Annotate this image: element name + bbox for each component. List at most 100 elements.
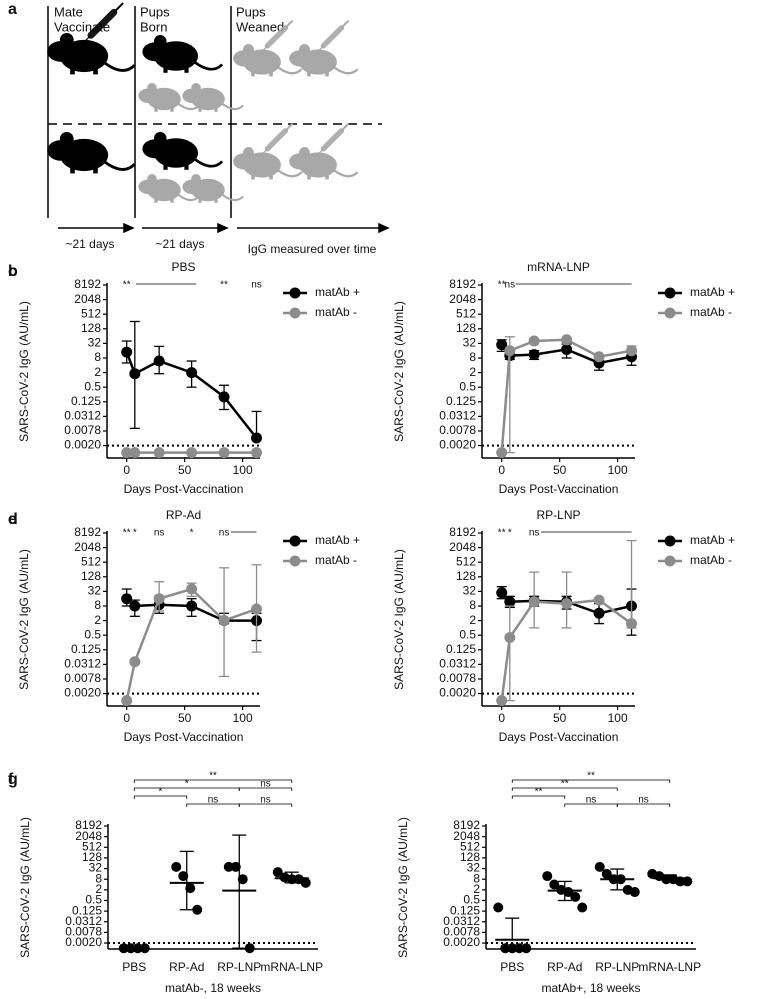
x-tick-label: mRNA-LNP <box>260 960 323 974</box>
syringe-barrel <box>87 8 118 39</box>
y-tick-label: 8192 <box>74 277 101 291</box>
data-point <box>121 695 133 707</box>
significance-label: ** <box>535 787 543 798</box>
x-tick-label: 50 <box>178 463 192 477</box>
y-tick-label: 2048 <box>453 829 480 843</box>
data-point <box>153 355 165 367</box>
data-point <box>496 695 508 707</box>
mouse-ear <box>153 35 167 48</box>
x-tick-label: mRNA-LNP <box>638 960 701 974</box>
significance-bracket <box>238 787 293 791</box>
y-tick-label: 512 <box>81 306 101 320</box>
legend-marker <box>664 535 676 547</box>
y-tick-label: 0.0312 <box>443 914 480 928</box>
data-point <box>272 867 283 878</box>
x-tick-label: 50 <box>553 463 567 477</box>
data-point <box>186 583 198 595</box>
y-tick-label: 0.0078 <box>65 925 102 939</box>
significance-label: ns <box>586 795 597 806</box>
chart-title: RP-Ad <box>166 508 201 522</box>
legend-label: matAb - <box>315 305 357 319</box>
y-tick-label: 2048 <box>449 540 476 554</box>
mouse-ear <box>147 83 157 93</box>
syringe-needle <box>259 45 268 54</box>
y-tick-label: 2048 <box>74 540 101 554</box>
mouse-tail <box>333 169 359 178</box>
syringe-plunger <box>284 19 294 29</box>
data-point <box>118 943 129 954</box>
mouse-leg <box>163 163 168 170</box>
significance-bracket <box>511 795 566 799</box>
y-tick-label: 0.0020 <box>443 935 480 949</box>
significance-label: ** <box>498 280 506 291</box>
x-tick-label: RP-Ad <box>169 960 204 974</box>
x-tick-label: RP-Ad <box>547 960 582 974</box>
significance-label: ** <box>123 280 131 291</box>
panel-letter: b <box>8 263 18 280</box>
significance-label: * <box>190 528 194 539</box>
y-axis-label: SARS-CoV-2 IgG (AU/mL) <box>17 549 31 690</box>
data-point <box>223 861 234 872</box>
y-tick-label: 128 <box>81 569 101 583</box>
mouse-leg <box>170 107 174 112</box>
y-axis-label: SARS-CoV-2 IgG (AU/mL) <box>392 301 406 442</box>
data-point <box>549 879 560 890</box>
x-axis-label: Days Post-Vaccination <box>124 730 244 744</box>
mouse-ear <box>59 132 74 146</box>
mouse-leg <box>198 198 202 203</box>
y-tick-label: 2048 <box>449 292 476 306</box>
significance-label: ns <box>154 528 165 539</box>
x-tick-label: 100 <box>608 711 628 725</box>
mouse-ear <box>191 174 201 184</box>
y-tick-label: 8 <box>469 598 476 612</box>
panel-letter: d <box>8 511 18 528</box>
data-point <box>125 943 136 954</box>
legend-marker <box>664 287 676 299</box>
mouse-leg <box>307 71 311 77</box>
data-point <box>230 861 241 872</box>
y-tick-label: 8 <box>94 350 101 364</box>
data-point <box>192 904 203 915</box>
mouse-ear <box>153 132 167 145</box>
significance-label: ns <box>260 795 271 806</box>
x-tick-label: 100 <box>233 463 253 477</box>
y-tick-label: 0.5 <box>463 893 480 907</box>
y-tick-label: 8 <box>473 871 480 885</box>
mouse-tail <box>194 158 224 168</box>
significance-bracket <box>133 779 293 783</box>
data-point <box>121 447 133 459</box>
y-tick-label: 8192 <box>449 525 476 539</box>
column-header: Pups <box>140 4 170 19</box>
mouse-ear <box>191 83 201 93</box>
data-point <box>626 345 638 357</box>
y-tick-label: 128 <box>81 321 101 335</box>
mouse-leg <box>269 71 273 77</box>
mouse-ear <box>59 33 74 47</box>
y-tick-label: 8192 <box>74 525 101 539</box>
y-tick-label: 0.0312 <box>439 657 476 671</box>
legend-label: matAb + <box>315 285 360 299</box>
mouse-leg <box>325 174 329 180</box>
y-tick-label: 128 <box>460 850 480 864</box>
data-point <box>171 861 182 872</box>
mouse-leg <box>184 163 189 170</box>
y-tick-label: 2 <box>95 882 102 896</box>
data-point <box>251 603 263 615</box>
syringe-needle <box>315 45 324 54</box>
data-point <box>178 871 189 882</box>
significance-label: * <box>133 528 137 539</box>
significance-label: ** <box>587 771 595 782</box>
data-point <box>244 943 255 954</box>
data-point <box>507 943 518 954</box>
significance-label: ** <box>561 779 569 790</box>
mouse-leg <box>307 174 311 180</box>
data-point <box>629 887 640 898</box>
timeline-arrows <box>58 222 390 234</box>
data-point <box>132 943 143 954</box>
mouse-leg <box>325 71 329 77</box>
panel-letter: g <box>8 771 18 788</box>
mouse-leg <box>251 174 255 180</box>
x-tick-label: 50 <box>178 711 192 725</box>
y-tick-label: 8192 <box>449 277 476 291</box>
